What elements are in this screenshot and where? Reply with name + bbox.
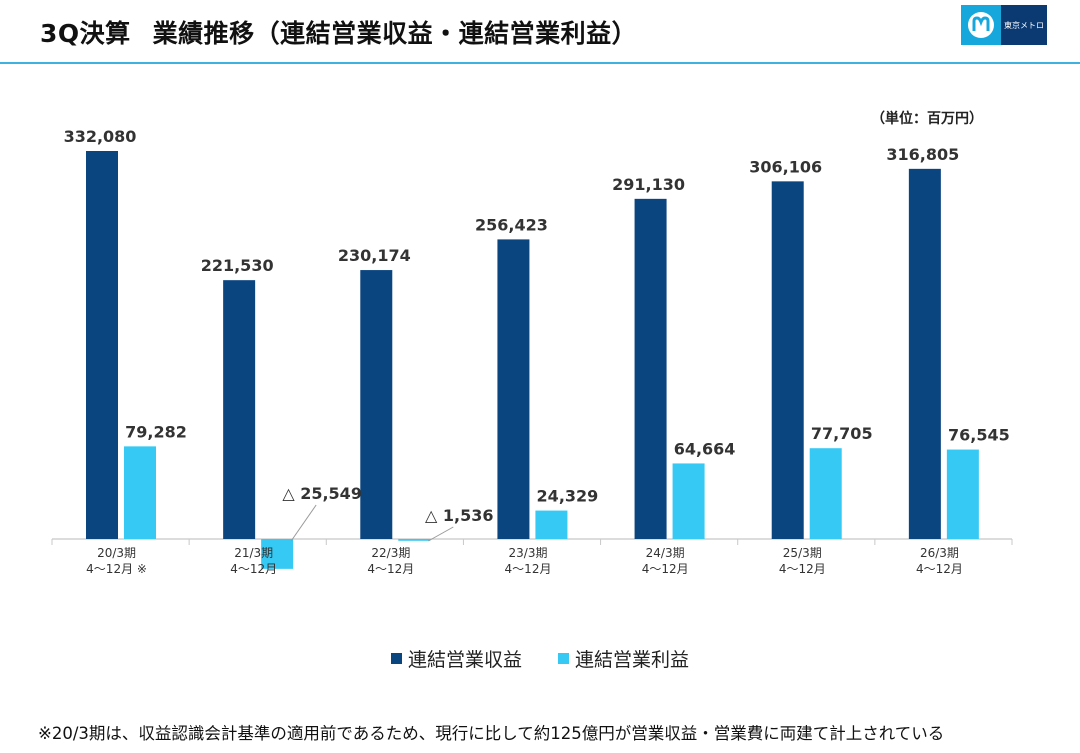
legend-item-profit: 連結営業利益 bbox=[558, 645, 689, 672]
title-period: 3Q決算 bbox=[40, 19, 131, 48]
data-label: 221,530 bbox=[201, 256, 274, 275]
bar-profit bbox=[672, 463, 705, 539]
x-tick-label: 24/3期 bbox=[646, 546, 685, 560]
logo-wordmark: 東京メトロ bbox=[1001, 5, 1047, 45]
x-tick-label: 23/3期 bbox=[509, 546, 548, 560]
data-label: 332,080 bbox=[64, 127, 137, 146]
data-label: 316,805 bbox=[886, 145, 959, 164]
legend-label-revenue: 連結営業収益 bbox=[407, 649, 522, 671]
unit-label: （単位：百万円） bbox=[871, 111, 983, 127]
page-title: 3Q決算 業績推移（連結営業収益・連結営業利益） bbox=[40, 14, 637, 50]
bar-revenue bbox=[908, 168, 941, 539]
x-tick-label: 22/3期 bbox=[371, 546, 410, 560]
legend-swatch-profit bbox=[558, 653, 569, 664]
data-label: 76,545 bbox=[948, 426, 1010, 445]
header-divider bbox=[0, 62, 1080, 64]
x-tick-label: 21/3期 bbox=[234, 546, 273, 560]
x-tick-label: 4～12月 bbox=[642, 562, 689, 576]
bar-profit bbox=[398, 539, 431, 541]
bar-revenue bbox=[771, 181, 804, 539]
data-label: 64,664 bbox=[674, 439, 736, 458]
title-subject: 業績推移（連結営業収益・連結営業利益） bbox=[152, 19, 638, 48]
company-logo: 東京メトロ bbox=[961, 5, 1047, 45]
bar-profit bbox=[946, 449, 979, 539]
bar-profit bbox=[124, 446, 156, 539]
data-label: △ 25,549 bbox=[282, 484, 362, 503]
bar-revenue bbox=[360, 270, 393, 539]
x-tick-label: 26/3期 bbox=[920, 546, 959, 560]
data-label: 77,705 bbox=[811, 424, 873, 443]
data-label-leader-line bbox=[428, 526, 454, 542]
bar-revenue bbox=[86, 151, 118, 539]
legend-label-profit: 連結営業利益 bbox=[575, 649, 690, 671]
data-label-leader-line bbox=[290, 504, 317, 542]
bar-profit bbox=[535, 510, 568, 539]
data-label: 256,423 bbox=[475, 215, 548, 234]
bar-revenue bbox=[497, 239, 530, 539]
data-label: 230,174 bbox=[338, 246, 411, 265]
x-tick-label: 4～12月 bbox=[367, 562, 414, 576]
bar-profit bbox=[261, 539, 294, 569]
x-tick-label: 20/3期 bbox=[97, 546, 136, 560]
metro-logo-icon bbox=[961, 5, 1001, 45]
legend-swatch-revenue bbox=[390, 653, 402, 664]
bar-revenue bbox=[223, 280, 256, 539]
data-label: 24,329 bbox=[537, 487, 599, 506]
x-tick-label: 4～12月 bbox=[779, 562, 826, 576]
bar-profit bbox=[809, 448, 842, 539]
footnote: ※20/3期は、収益認識会計基準の適用前であるため、現行に比して約125億円が営… bbox=[38, 724, 945, 743]
x-tick-label: 4～12月 bbox=[230, 562, 277, 576]
data-label: 291,130 bbox=[612, 175, 685, 194]
data-label: 79,282 bbox=[125, 422, 187, 441]
data-label: △ 1,536 bbox=[425, 506, 493, 525]
chart-legend: 連結営業収益 連結営業利益 bbox=[0, 645, 1080, 672]
data-label: 306,106 bbox=[749, 157, 822, 176]
x-tick-label: 4～12月 bbox=[505, 562, 552, 576]
legend-item-revenue: 連結営業収益 bbox=[390, 645, 522, 672]
bar-chart: 332,080 221,530 230,174 256,423 291,130 306,1… bbox=[51, 127, 1013, 576]
bar-revenue bbox=[634, 198, 667, 539]
x-tick-label: 25/3期 bbox=[783, 546, 822, 560]
x-tick-label: 4～12月 bbox=[916, 562, 963, 576]
x-tick-label: 4～12月 ※ bbox=[86, 562, 147, 576]
